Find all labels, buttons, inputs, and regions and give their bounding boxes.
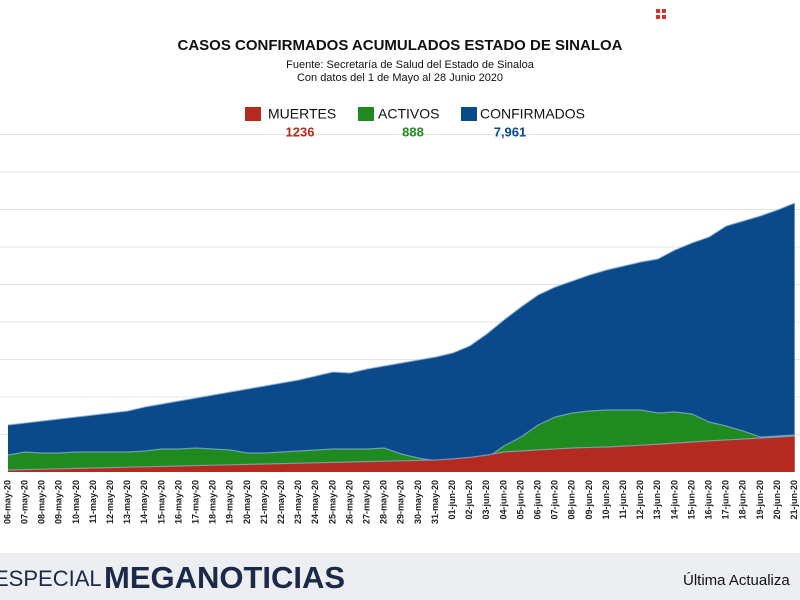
legend-total: 7,961	[494, 124, 527, 139]
area-edge	[7, 435, 795, 471]
x-tick-label: 18-may-20	[208, 480, 218, 524]
footer-band	[0, 553, 800, 600]
x-tick-label: 11-jun-20	[618, 480, 628, 519]
area	[8, 203, 795, 472]
x-tick-label: 14-may-20	[139, 480, 149, 524]
x-tick-label: 15-jun-20	[686, 480, 696, 520]
x-tick-label: 25-may-20	[327, 480, 337, 524]
x-tick-label: 22-may-20	[276, 480, 286, 524]
legend-swatch	[461, 107, 477, 121]
legend-label: CONFIRMADOS	[480, 106, 585, 122]
x-tick-label: 10-may-20	[71, 480, 81, 524]
x-tick-label: 30-may-20	[413, 480, 423, 524]
x-tick-label: 06-jun-20	[532, 480, 542, 520]
x-tick-label: 08-may-20	[37, 480, 47, 524]
x-tick-label: 11-may-20	[88, 480, 98, 524]
x-tick-label: 23-may-20	[293, 480, 303, 524]
x-tick-label: 04-jun-20	[498, 480, 508, 520]
x-tick-label: 17-jun-20	[721, 480, 731, 520]
x-tick-label: 20-jun-20	[772, 480, 782, 520]
area	[8, 436, 795, 472]
x-tick-label: 19-jun-20	[755, 480, 765, 520]
legend-label: MUERTES	[268, 106, 336, 122]
legend-swatch	[358, 107, 374, 121]
footer-prefix: ESPECIAL	[0, 566, 102, 591]
x-tick-label: 31-may-20	[430, 480, 440, 524]
x-tick-label: 24-may-20	[310, 480, 320, 524]
x-tick-label: 21-jun-20	[789, 480, 799, 520]
x-tick-label: 16-jun-20	[703, 480, 713, 520]
x-tick-label: 28-may-20	[379, 480, 389, 524]
x-tick-label: 10-jun-20	[601, 480, 611, 520]
x-tick-label: 19-may-20	[225, 480, 235, 524]
logo	[656, 9, 666, 19]
chart-subtitle: Fuente: Secretaría de Salud del Estado d…	[286, 59, 535, 71]
x-tick-label: 12-may-20	[105, 480, 115, 524]
x-tick-label: 16-may-20	[173, 480, 183, 524]
x-tick-label: 13-may-20	[122, 480, 132, 524]
x-tick-label: 01-jun-20	[447, 480, 457, 520]
area-edge	[7, 202, 795, 426]
x-tick-label: 27-may-20	[361, 480, 371, 524]
legend-total: 888	[402, 124, 424, 139]
x-tick-label: 07-jun-20	[550, 480, 560, 520]
legend-label: ACTIVOS	[378, 106, 439, 122]
x-tick-label: 14-jun-20	[669, 480, 679, 520]
x-tick-label: 13-jun-20	[652, 480, 662, 520]
area-edge	[7, 409, 795, 462]
x-tick-label: 17-may-20	[190, 480, 200, 524]
x-tick-label: 09-jun-20	[584, 480, 594, 520]
footer-update: Última Actualiza	[683, 572, 790, 589]
legend-total: 1236	[286, 124, 315, 139]
x-tick-label: 18-jun-20	[738, 480, 748, 520]
x-tick-label: 08-jun-20	[567, 480, 577, 520]
x-tick-label: 09-may-20	[54, 480, 64, 524]
x-tick-label: 02-jun-20	[464, 480, 474, 520]
x-tick-label: 05-jun-20	[515, 480, 525, 520]
x-tick-label: 03-jun-20	[481, 480, 491, 520]
x-tick-label: 15-may-20	[156, 480, 166, 524]
chart-title: CASOS CONFIRMADOS ACUMULADOS ESTADO DE S…	[177, 37, 622, 54]
x-tick-label: 26-may-20	[344, 480, 354, 524]
x-tick-label: 12-jun-20	[635, 480, 645, 520]
x-tick-label: 07-may-20	[19, 480, 29, 524]
legend-swatch	[245, 107, 261, 121]
footer-brand: MEGANOTICIAS	[104, 560, 345, 595]
chart-subtitle: Con datos del 1 de Mayo al 28 Junio 2020	[297, 72, 503, 84]
x-tick-label: 06-may-20	[2, 480, 12, 524]
x-tick-label: 21-may-20	[259, 480, 269, 524]
x-tick-label: 29-may-20	[396, 480, 406, 524]
x-tick-label: 20-may-20	[242, 480, 252, 524]
